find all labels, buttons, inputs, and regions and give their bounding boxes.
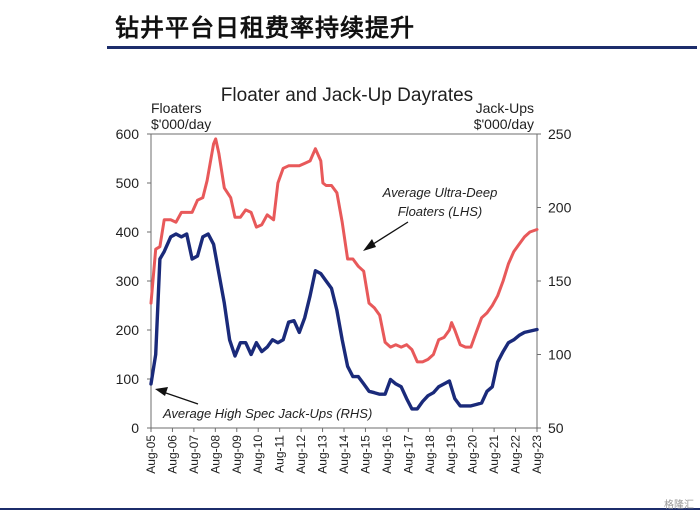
left-axis-tick-label: 600: [116, 126, 140, 142]
x-axis-tick-label: Aug-14: [337, 435, 351, 474]
left-axis-title-line2: $'000/day: [151, 116, 211, 132]
x-axis-tick-label: Aug-23: [530, 435, 544, 474]
footer-divider: [0, 508, 700, 510]
watermark: 格隆汇: [664, 500, 694, 511]
floater-annotation-line2: Floaters (LHS): [398, 204, 483, 219]
floater-annotation-arrow: [363, 221, 409, 251]
x-axis-tick-label: Aug-15: [358, 435, 372, 474]
left-axis-title-line1: Floaters: [151, 100, 202, 116]
floaters-series-line: [149, 137, 539, 364]
x-axis-tick-label: Aug-21: [487, 435, 501, 474]
x-axis-tick-label: Aug-19: [444, 435, 458, 474]
jackups-series-line: [149, 232, 539, 411]
x-axis: Aug-05 Aug-06 Aug-07 Aug-08 Aug-09 Aug-10 Aug-…: [144, 428, 544, 474]
jackup-annotation: Average High Spec Jack-Ups (RHS): [162, 406, 372, 421]
left-axis-tick-label: 100: [116, 371, 140, 387]
x-axis-tick-label: Aug-08: [208, 435, 222, 474]
header-divider: [107, 46, 697, 49]
jackup-annotation-arrow: [155, 387, 199, 405]
page-title: 钻井平台日租费率持续提升: [115, 14, 415, 42]
right-axis-title-line1: Jack-Ups: [476, 100, 534, 116]
x-axis-tick-label: Aug-17: [401, 435, 415, 474]
x-axis-tick-label: Aug-16: [380, 435, 394, 474]
right-axis: 50 100 150 200 250: [537, 126, 572, 436]
floater-annotation-line1: Average Ultra-Deep: [382, 185, 498, 200]
x-axis-tick-label: Aug-11: [273, 435, 287, 473]
left-axis-tick-label: 0: [131, 420, 139, 436]
right-axis-tick-label: 250: [548, 126, 572, 142]
right-axis-title-line2: $'000/day: [474, 116, 534, 132]
left-axis-tick-label: 500: [116, 175, 140, 191]
left-axis-tick-label: 300: [116, 273, 140, 289]
x-axis-tick-label: Aug-18: [423, 435, 437, 474]
left-axis-tick-label: 400: [116, 224, 140, 240]
x-axis-tick-label: Aug-13: [316, 435, 330, 474]
right-axis-tick-label: 50: [548, 420, 564, 436]
x-axis-tick-label: Aug-20: [466, 435, 480, 474]
x-axis-tick-label: Aug-10: [251, 435, 265, 474]
series-layer: [149, 137, 539, 411]
x-axis-tick-label: Aug-22: [509, 435, 523, 474]
right-axis-tick-label: 100: [548, 347, 572, 363]
x-axis-tick-label: Aug-06: [165, 435, 179, 474]
right-axis-tick-label: 150: [548, 273, 572, 289]
x-axis-tick-label: Aug-09: [230, 435, 244, 474]
x-axis-tick-label: Aug-07: [187, 435, 201, 474]
right-axis-tick-label: 200: [548, 200, 572, 216]
chart-title: Floater and Jack-Up Dayrates: [221, 85, 473, 106]
left-axis-tick-label: 200: [116, 322, 140, 338]
x-axis-tick-label: Aug-12: [294, 435, 308, 474]
x-axis-tick-label: Aug-05: [144, 435, 158, 474]
left-axis: 0 100 200 300 400 500 600: [116, 126, 151, 436]
